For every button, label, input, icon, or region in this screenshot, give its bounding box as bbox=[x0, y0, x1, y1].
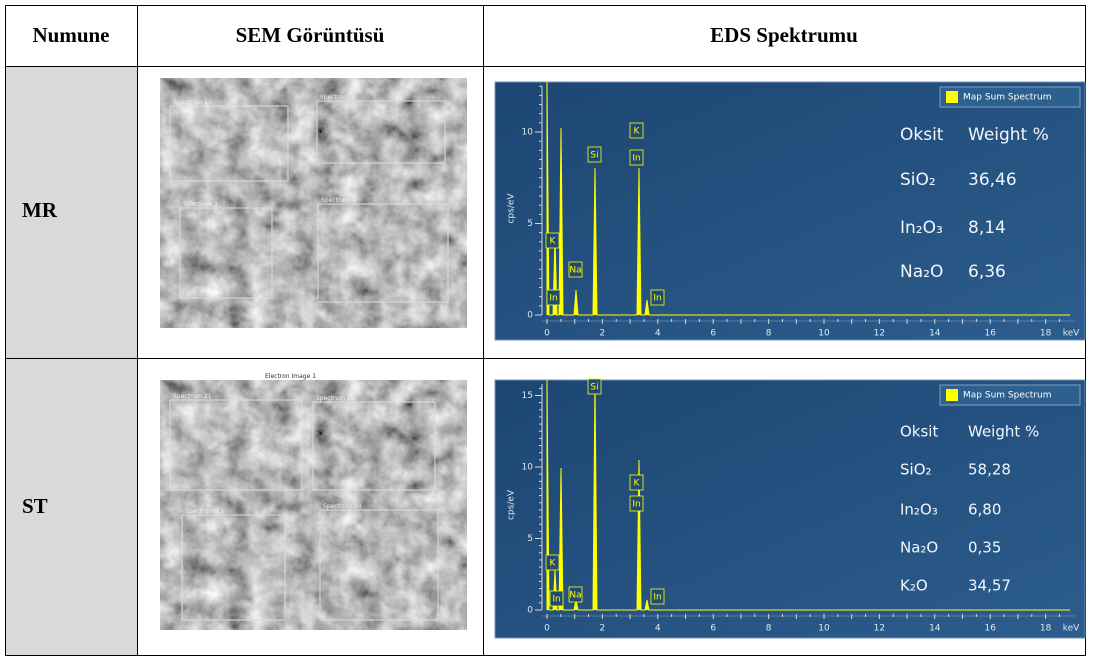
x-tick-label: 8 bbox=[766, 329, 772, 339]
spectrum-label: Spectrum 1 bbox=[173, 99, 208, 106]
spectrum-label: Spectrum 2 bbox=[320, 94, 355, 101]
x-tick-label: 12 bbox=[874, 329, 885, 339]
sem-title: Electron Image 1 bbox=[265, 373, 316, 380]
peak-label: In bbox=[549, 294, 557, 304]
x-tick-label: 6 bbox=[710, 624, 716, 634]
oxide-weight: 6,80 bbox=[968, 501, 1001, 519]
x-tick-label: 16 bbox=[984, 329, 996, 339]
peak-label: In bbox=[653, 294, 661, 304]
x-unit: keV bbox=[1063, 624, 1080, 634]
oxide-name: Na₂O bbox=[900, 262, 943, 282]
oxide-name: SiO₂ bbox=[900, 461, 932, 479]
spectrum-label: Spectrum 4 bbox=[321, 197, 356, 204]
x-tick-label: 8 bbox=[766, 624, 772, 634]
header-cell: SEM Görüntüsü bbox=[236, 23, 385, 47]
oxide-weight: 58,28 bbox=[968, 461, 1011, 479]
oxide-header: Oksit bbox=[900, 423, 938, 441]
x-tick-label: 18 bbox=[1040, 624, 1052, 634]
peak-label: Na bbox=[569, 591, 581, 601]
panel-bg bbox=[495, 82, 1085, 340]
peak-label: Si bbox=[590, 151, 598, 161]
y-tick-label: 10 bbox=[522, 463, 534, 473]
x-tick-label: 12 bbox=[874, 624, 885, 634]
x-tick-label: 10 bbox=[818, 329, 830, 339]
x-tick-label: 14 bbox=[929, 624, 941, 634]
peak-label: In bbox=[632, 500, 640, 510]
peak-label: In bbox=[632, 154, 640, 164]
eds-panel: 0 5 10 0 2 4 6 8 10 12 14 16 18 keV cps/eV bbox=[495, 82, 1085, 340]
y-tick-label: 5 bbox=[527, 534, 533, 544]
oxide-name: SiO₂ bbox=[900, 170, 936, 190]
oxide-name: Na₂O bbox=[900, 539, 938, 557]
spectrum-label: Spectrum 23 bbox=[185, 508, 224, 515]
x-tick-label: 4 bbox=[655, 624, 661, 634]
spectrum-label: Spectrum 21 bbox=[173, 393, 212, 400]
sample-label: ST bbox=[22, 494, 48, 518]
header-cell: EDS Spektrumu bbox=[710, 23, 858, 47]
oxide-header: Weight % bbox=[968, 125, 1049, 145]
legend-label: Map Sum Spectrum bbox=[963, 391, 1052, 401]
legend-swatch bbox=[946, 389, 958, 401]
spectrum-label: Spectrum 22 bbox=[316, 395, 355, 402]
first-column-shade bbox=[5, 66, 137, 655]
oxide-weight: 36,46 bbox=[968, 170, 1017, 190]
spectrum-label: Spectrum 3 bbox=[183, 201, 218, 208]
y-axis-label: cps/eV bbox=[507, 489, 517, 520]
x-tick-label: 6 bbox=[710, 329, 716, 339]
legend-swatch bbox=[946, 91, 958, 103]
oxide-name: In₂O₃ bbox=[900, 218, 943, 238]
y-tick-label: 5 bbox=[527, 219, 533, 229]
y-tick-label: 0 bbox=[527, 311, 533, 321]
oxide-weight: 0,35 bbox=[968, 539, 1001, 557]
oxide-weight: 6,36 bbox=[968, 262, 1006, 282]
x-tick-label: 2 bbox=[600, 624, 606, 634]
oxide-weight: 8,14 bbox=[968, 218, 1006, 238]
sem-image: Spectrum 1 Spectrum 2 Spectrum 3 Spectrum 4 bbox=[160, 78, 467, 328]
legend-label: Map Sum Spectrum bbox=[963, 93, 1052, 103]
y-tick-label: 15 bbox=[522, 391, 533, 401]
oxide-header: Oksit bbox=[900, 125, 944, 145]
peak-label: Si bbox=[590, 383, 598, 393]
peak-label: Na bbox=[569, 266, 581, 276]
oxide-name: K₂O bbox=[900, 577, 928, 595]
header-cell: Numune bbox=[32, 23, 109, 47]
x-tick-label: 10 bbox=[818, 624, 830, 634]
x-tick-label: 0 bbox=[544, 329, 550, 339]
x-tick-label: 18 bbox=[1040, 329, 1052, 339]
spectrum-label: Spectrum 24 bbox=[323, 503, 362, 510]
y-tick-label: 0 bbox=[527, 606, 533, 616]
x-unit: keV bbox=[1063, 329, 1080, 339]
peak-label: In bbox=[653, 593, 661, 603]
oxide-weight: 34,57 bbox=[968, 577, 1011, 595]
sem-image: Electron Image 1 Spectrum 21 Spectrum 22 Sp… bbox=[160, 373, 467, 630]
x-tick-label: 2 bbox=[600, 329, 606, 339]
peak-label: In bbox=[552, 595, 560, 605]
table: Numune SEM Görüntüsü EDS Spektrumu MR ST… bbox=[0, 0, 1093, 662]
x-tick-label: 4 bbox=[655, 329, 661, 339]
x-tick-label: 0 bbox=[544, 624, 550, 634]
oxide-name: In₂O₃ bbox=[900, 501, 938, 519]
y-tick-label: 10 bbox=[522, 128, 534, 138]
sample-label: MR bbox=[22, 198, 58, 222]
x-tick-label: 16 bbox=[984, 624, 996, 634]
x-tick-label: 14 bbox=[929, 329, 941, 339]
y-axis-label: cps/eV bbox=[507, 193, 517, 224]
oxide-header: Weight % bbox=[968, 423, 1039, 441]
